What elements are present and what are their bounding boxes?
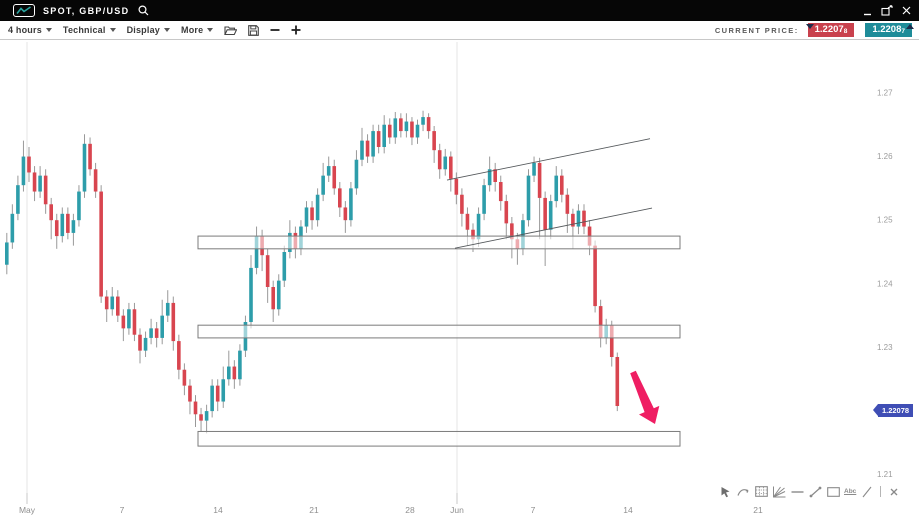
title-bar: SPOT, GBP/USD bbox=[0, 0, 919, 21]
svg-text:1.24: 1.24 bbox=[877, 279, 893, 288]
svg-text:14: 14 bbox=[623, 505, 633, 515]
current-price-group: CURRENT PRICE: 1.22078 1.22087 bbox=[714, 23, 914, 37]
trendline-tool-icon[interactable] bbox=[808, 484, 822, 499]
bid-price-badge[interactable]: 1.22078 bbox=[805, 23, 855, 37]
technical-menu-label: Technical bbox=[62, 25, 106, 35]
svg-text:28: 28 bbox=[405, 505, 415, 515]
current-price-label: CURRENT PRICE: bbox=[714, 25, 799, 35]
drawing-toolbar: Abc bbox=[718, 484, 901, 499]
display-menu-label: Display bbox=[126, 25, 160, 35]
main-toolbar: 4 hours Technical Display More bbox=[0, 21, 919, 40]
open-folder-icon[interactable] bbox=[224, 25, 238, 36]
bid-price-value: 1.2207 bbox=[814, 24, 844, 35]
minimize-button[interactable] bbox=[863, 5, 872, 16]
technical-menu[interactable]: Technical bbox=[63, 25, 116, 35]
more-menu-label: More bbox=[181, 25, 204, 35]
horizontal-line-tool-icon[interactable] bbox=[790, 484, 804, 499]
svg-text:1.27: 1.27 bbox=[877, 88, 893, 97]
close-toolbar-icon[interactable] bbox=[887, 484, 901, 499]
svg-text:Jun: Jun bbox=[450, 505, 464, 515]
svg-text:1.26: 1.26 bbox=[877, 152, 893, 161]
svg-text:7: 7 bbox=[120, 505, 125, 515]
svg-text:1.21: 1.21 bbox=[877, 470, 893, 479]
ask-price-pip: 7 bbox=[901, 28, 905, 35]
date-axis: May 7 14 21 28 Jun 7 14 21 bbox=[19, 493, 763, 515]
ask-price-value: 1.2208 bbox=[872, 24, 902, 35]
down-arrow-annotation bbox=[630, 370, 660, 424]
window-title: SPOT, GBP/USD bbox=[43, 5, 130, 16]
chevron-down-icon bbox=[109, 28, 116, 32]
toolbar-divider bbox=[880, 486, 882, 497]
bid-price-pip: 8 bbox=[843, 28, 848, 35]
svg-text:21: 21 bbox=[753, 505, 763, 515]
svg-text:1.23: 1.23 bbox=[877, 343, 893, 352]
svg-text:1.25: 1.25 bbox=[877, 216, 893, 225]
more-menu[interactable]: More bbox=[181, 25, 214, 35]
close-window-icon[interactable] bbox=[902, 6, 911, 15]
curved-arrow-tool-icon[interactable] bbox=[736, 484, 750, 499]
window-controls bbox=[863, 5, 911, 16]
gridlines bbox=[26, 42, 458, 497]
svg-text:21: 21 bbox=[309, 505, 319, 515]
pointer-tool-icon[interactable] bbox=[718, 484, 732, 499]
candles bbox=[5, 110, 620, 434]
save-icon[interactable] bbox=[248, 24, 260, 36]
price-axis: 1.271.261.251.241.231.221.21 bbox=[877, 88, 893, 479]
current-price-marker: 1.22078 bbox=[873, 404, 913, 417]
timeframe-menu-label: 4 hours bbox=[8, 25, 42, 35]
fan-lines-tool-icon[interactable] bbox=[772, 484, 786, 499]
ask-price-badge[interactable]: 1.22087 bbox=[865, 23, 914, 37]
ask-arrow-up-icon bbox=[906, 24, 914, 29]
svg-text:May: May bbox=[19, 505, 36, 515]
rectangle-tool-icon[interactable] bbox=[826, 484, 840, 499]
trendlines bbox=[446, 138, 653, 249]
chevron-down-icon bbox=[164, 28, 170, 32]
timeframe-menu[interactable]: 4 hours bbox=[8, 25, 52, 35]
display-menu[interactable]: Display bbox=[127, 25, 170, 35]
zoom-in-icon[interactable] bbox=[291, 25, 301, 35]
zoom-out-icon[interactable] bbox=[270, 25, 280, 35]
search-icon[interactable] bbox=[138, 5, 149, 16]
svg-text:14: 14 bbox=[213, 505, 223, 515]
rectangle-zones bbox=[197, 235, 681, 447]
app-logo-icon bbox=[13, 4, 35, 17]
restore-button[interactable] bbox=[881, 5, 893, 16]
text-tool[interactable]: Abc bbox=[844, 488, 857, 495]
chevron-down-icon bbox=[207, 28, 214, 32]
svg-text:7: 7 bbox=[531, 505, 536, 515]
bid-arrow-down-icon bbox=[805, 24, 814, 29]
chevron-down-icon bbox=[45, 28, 52, 32]
slash-tool-icon[interactable] bbox=[860, 484, 874, 499]
grid-tool-icon[interactable] bbox=[754, 484, 768, 499]
